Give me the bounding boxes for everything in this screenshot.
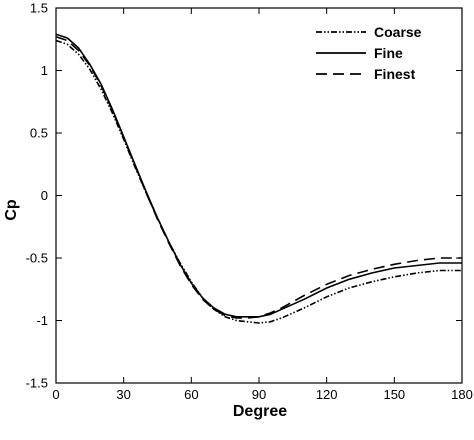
x-tick-label: 180 [451, 387, 473, 402]
tick-layer: 0 30 60 90 120 150 180 1.5 1 0.5 0 -0.5 -1 -1.5 [26, 1, 473, 403]
legend: Coarse Fine Finest [316, 24, 422, 82]
x-tick-label: 0 [52, 387, 59, 402]
y-tick-label: -1 [36, 313, 48, 328]
series-line-finest [55, 36, 462, 319]
x-tick-label: 60 [184, 387, 198, 402]
x-tick-label: 150 [383, 387, 405, 402]
legend-label-fine: Fine [374, 45, 403, 61]
series-line-coarse [55, 39, 462, 324]
legend-label-coarse: Coarse [374, 24, 422, 40]
x-axis-title: Degree [233, 403, 287, 420]
x-tick-label: 30 [116, 387, 130, 402]
y-tick-label: 1 [41, 63, 48, 78]
x-tick-label: 120 [316, 387, 338, 402]
y-tick-label: -0.5 [26, 251, 48, 266]
y-tick-label: -1.5 [26, 376, 48, 391]
legend-label-finest: Finest [374, 66, 416, 82]
y-tick-label: 0 [41, 188, 48, 203]
y-tick-label: 1.5 [30, 1, 48, 16]
y-axis-title: Cp [3, 199, 20, 221]
x-tick-label: 90 [252, 387, 266, 402]
series-layer [55, 33, 462, 324]
y-tick-label: 0.5 [30, 126, 48, 141]
